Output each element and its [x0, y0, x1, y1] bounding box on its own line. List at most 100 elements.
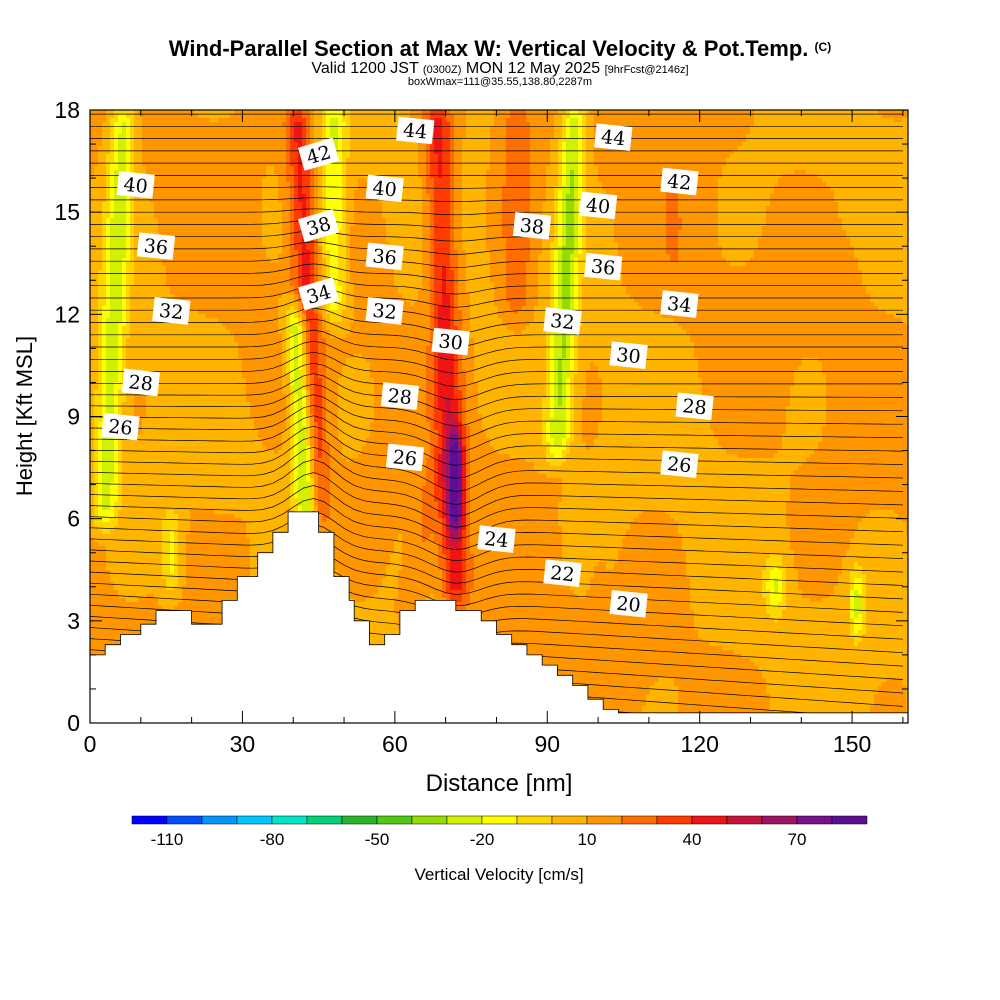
field-cell [90, 506, 95, 511]
field-cell [118, 302, 123, 307]
field-cell [122, 158, 127, 163]
field-cell [110, 530, 115, 535]
field-cell [122, 114, 127, 119]
field-cell [118, 574, 123, 579]
field-cell [114, 610, 119, 615]
field-cell [126, 462, 131, 467]
field-cell [122, 290, 127, 295]
field-cell [98, 598, 103, 603]
field-cell [90, 606, 95, 611]
field-cell [122, 126, 127, 131]
field-cell [98, 218, 103, 223]
field-cell [126, 510, 131, 515]
field-cell [102, 586, 107, 591]
field-cell [102, 622, 107, 627]
field-cell [98, 194, 103, 199]
field-cell [110, 470, 115, 475]
field-cell [122, 266, 127, 271]
field-cell [122, 358, 127, 363]
field-cell [102, 270, 107, 275]
field-cell [106, 170, 111, 175]
field-cell [90, 234, 95, 239]
field-cell [94, 258, 99, 263]
field-cell [98, 158, 103, 163]
field-cell [98, 610, 103, 615]
field-cell [122, 226, 127, 231]
field-cell [110, 486, 115, 491]
field-cell [114, 318, 119, 323]
field-cell [106, 274, 111, 279]
field-cell [106, 118, 111, 123]
field-cell [102, 354, 107, 359]
field-cell [98, 274, 103, 279]
field-cell [114, 378, 119, 383]
field-cell [90, 418, 95, 423]
field-cell [98, 538, 103, 543]
field-cell [94, 270, 99, 275]
field-cell [118, 114, 123, 119]
field-cell [94, 290, 99, 295]
field-cell [122, 546, 127, 551]
field-cell [114, 518, 119, 523]
field-cell [114, 590, 119, 595]
field-cell [94, 434, 99, 439]
field-cell [90, 122, 95, 127]
field-cell [118, 126, 123, 131]
field-cell [114, 234, 119, 239]
field-cell [118, 230, 123, 235]
field-cell [118, 314, 123, 319]
field-cell [106, 462, 111, 467]
field-cell [102, 546, 107, 551]
field-cell [94, 530, 99, 535]
field-cell [98, 562, 103, 567]
field-cell [102, 326, 107, 331]
field-cell [98, 474, 103, 479]
field-cell [122, 466, 127, 471]
field-cell [94, 562, 99, 567]
field-cell [110, 546, 115, 551]
field-cell [122, 530, 127, 535]
field-cell [94, 622, 99, 627]
field-cell [118, 502, 123, 507]
field-cell [90, 266, 95, 271]
field-cell [102, 226, 107, 231]
field-cell [122, 622, 127, 627]
field-cell [118, 238, 123, 243]
field-cell [98, 410, 103, 415]
field-cell [126, 398, 131, 403]
field-cell [102, 246, 107, 251]
field-cell [106, 194, 111, 199]
field-cell [94, 122, 99, 127]
field-cell [102, 614, 107, 619]
field-cell [118, 318, 123, 323]
field-cell [110, 562, 115, 567]
field-cell [118, 370, 123, 375]
field-cell [90, 510, 95, 515]
field-cell [110, 406, 115, 411]
field-cell [114, 490, 119, 495]
field-cell [102, 382, 107, 387]
field-cell [106, 490, 111, 495]
field-cell [90, 318, 95, 323]
field-cell [110, 186, 115, 191]
field-cell [110, 274, 115, 279]
field-cell [106, 230, 111, 235]
field-cell [126, 578, 131, 583]
field-cell [126, 502, 131, 507]
field-cell [122, 162, 127, 167]
field-cell [94, 318, 99, 323]
field-cell [102, 358, 107, 363]
field-cell [90, 598, 95, 603]
field-cell [114, 618, 119, 623]
field-cell [122, 330, 127, 335]
field-cell [110, 462, 115, 467]
field-cell [90, 634, 95, 639]
field-cell [90, 170, 95, 175]
field-cell [90, 326, 95, 331]
field-cell [90, 406, 95, 411]
field-cell [126, 302, 131, 307]
field-cell [98, 350, 103, 355]
field-cell [102, 482, 107, 487]
field-cell [102, 514, 107, 519]
field-cell [114, 386, 119, 391]
